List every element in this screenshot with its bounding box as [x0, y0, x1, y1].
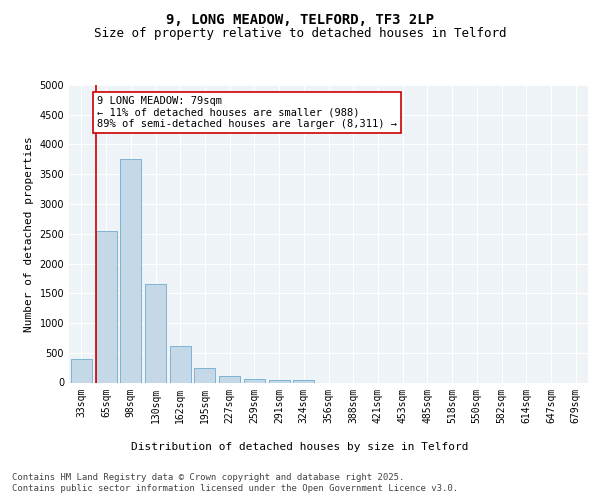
Bar — [170, 346, 191, 383]
Text: 9 LONG MEADOW: 79sqm
← 11% of detached houses are smaller (988)
89% of semi-deta: 9 LONG MEADOW: 79sqm ← 11% of detached h… — [97, 96, 397, 129]
Bar — [95, 232, 116, 382]
Bar — [219, 376, 240, 382]
Bar — [120, 159, 141, 382]
Text: 9, LONG MEADOW, TELFORD, TF3 2LP: 9, LONG MEADOW, TELFORD, TF3 2LP — [166, 12, 434, 26]
Bar — [145, 284, 166, 382]
Text: Size of property relative to detached houses in Telford: Size of property relative to detached ho… — [94, 28, 506, 40]
Text: Distribution of detached houses by size in Telford: Distribution of detached houses by size … — [131, 442, 469, 452]
Y-axis label: Number of detached properties: Number of detached properties — [24, 136, 34, 332]
Bar — [269, 380, 290, 382]
Text: Contains HM Land Registry data © Crown copyright and database right 2025.: Contains HM Land Registry data © Crown c… — [12, 472, 404, 482]
Bar — [194, 368, 215, 382]
Bar — [244, 379, 265, 382]
Bar — [293, 380, 314, 382]
Text: Contains public sector information licensed under the Open Government Licence v3: Contains public sector information licen… — [12, 484, 458, 493]
Bar — [71, 360, 92, 382]
